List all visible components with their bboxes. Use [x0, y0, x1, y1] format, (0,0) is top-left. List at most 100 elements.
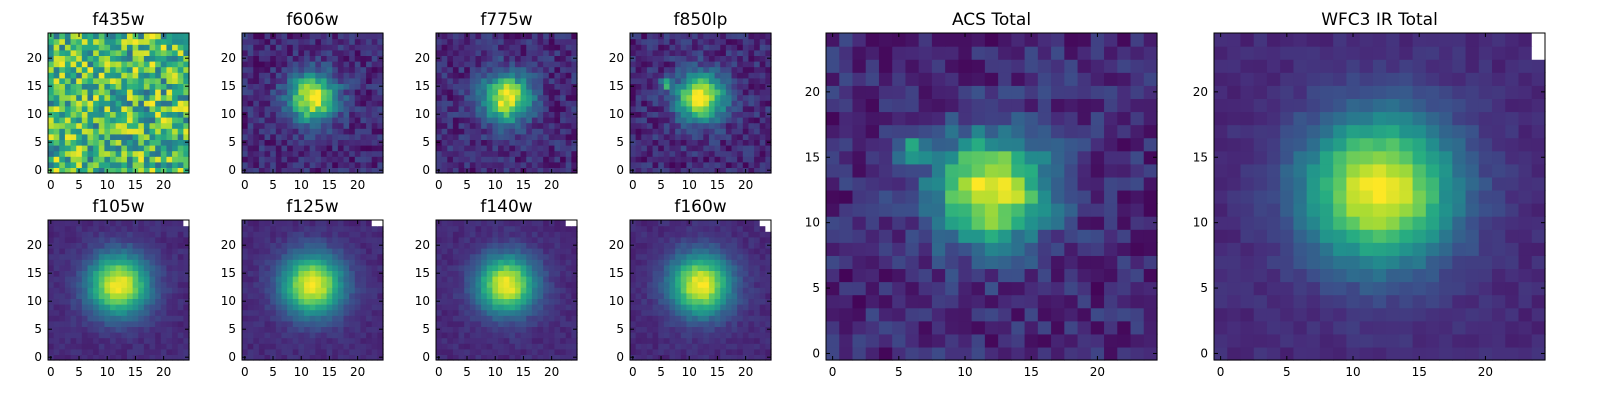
pixel	[377, 66, 384, 73]
pixel	[646, 139, 654, 146]
pixel	[132, 276, 139, 283]
pixel	[138, 139, 145, 146]
pixel	[514, 236, 522, 243]
pixel	[275, 304, 283, 311]
pixel	[464, 276, 471, 283]
pixel	[652, 332, 659, 339]
pixel	[354, 105, 362, 112]
pixel	[264, 326, 271, 333]
pixel	[571, 49, 578, 56]
pixel	[110, 77, 117, 84]
pixel	[98, 167, 105, 174]
pixel	[452, 236, 460, 243]
pixel	[458, 133, 465, 140]
pixel	[172, 248, 179, 255]
pixel	[520, 281, 527, 288]
pixel	[481, 348, 488, 355]
pixel	[543, 72, 550, 79]
pixel	[64, 326, 72, 333]
pixel	[720, 332, 727, 339]
pixel	[242, 248, 249, 255]
pixel	[366, 105, 373, 112]
pixel	[138, 231, 145, 238]
pixel	[48, 44, 55, 51]
pixel	[554, 150, 561, 157]
pixel	[166, 236, 173, 243]
pixel	[486, 242, 493, 249]
pixel	[452, 309, 460, 316]
pixel	[475, 77, 482, 84]
pixel	[377, 259, 384, 266]
pixel	[292, 145, 299, 152]
pixel	[652, 94, 659, 101]
pixel	[98, 281, 105, 288]
pixel	[486, 77, 493, 84]
pixel	[53, 281, 60, 288]
pixel	[669, 111, 676, 118]
pixel	[366, 61, 373, 68]
pixel	[703, 343, 710, 350]
pixel	[498, 281, 505, 288]
pixel	[486, 326, 493, 333]
pixel	[531, 259, 539, 266]
pixel	[492, 145, 499, 152]
pixel	[686, 332, 693, 339]
pixel	[748, 100, 755, 107]
pixel	[315, 315, 322, 322]
pixel	[366, 44, 373, 51]
pixel	[70, 38, 77, 45]
pixel	[126, 38, 134, 45]
pixel	[138, 83, 145, 90]
pixel	[70, 33, 77, 40]
pixel	[132, 89, 139, 96]
pixel	[155, 167, 162, 174]
pixel	[309, 105, 316, 112]
pixel	[692, 128, 699, 135]
pixel	[658, 66, 665, 73]
pixel	[703, 281, 710, 288]
pixel	[531, 94, 539, 101]
pixel	[452, 315, 460, 322]
pixel	[503, 292, 510, 299]
pixel	[554, 111, 561, 118]
pixel	[646, 276, 654, 283]
pixel	[81, 320, 89, 327]
pixel	[509, 38, 516, 45]
pixel	[166, 156, 173, 163]
pixel	[287, 298, 294, 305]
pixel	[703, 150, 710, 157]
pixel	[641, 66, 648, 73]
pixel	[104, 287, 111, 294]
pixel	[343, 94, 350, 101]
pixel	[332, 242, 339, 249]
pixel	[658, 287, 665, 294]
pixel	[183, 348, 190, 355]
pixel	[554, 292, 561, 299]
pixel	[514, 332, 522, 339]
pixel	[287, 55, 294, 62]
pixel	[309, 354, 316, 361]
pixel	[104, 49, 111, 56]
pixel	[565, 337, 572, 344]
pixel	[652, 304, 659, 311]
pixel	[658, 304, 665, 311]
pixel	[81, 248, 89, 255]
pixel	[326, 225, 333, 232]
pixel	[292, 156, 299, 163]
pixel	[669, 77, 676, 84]
pixel	[720, 320, 727, 327]
pixel	[371, 156, 378, 163]
pixel	[110, 270, 117, 277]
pixel	[104, 72, 111, 79]
pixel	[59, 348, 66, 355]
pixel	[720, 287, 727, 294]
pixel	[349, 111, 356, 118]
pixel	[571, 33, 578, 40]
pixel	[87, 343, 94, 350]
pixel	[498, 66, 505, 73]
pixel	[64, 49, 72, 56]
pixel	[304, 156, 311, 163]
pixel	[652, 100, 659, 107]
pixel	[349, 248, 356, 255]
pixel	[172, 72, 179, 79]
